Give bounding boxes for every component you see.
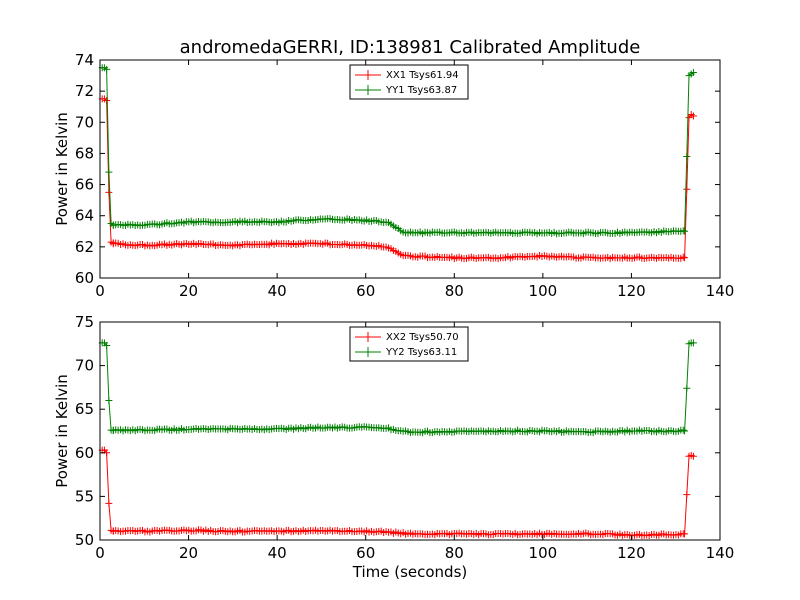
top-ytick-label: 60 xyxy=(75,269,94,287)
bottom-ytick-label: 55 xyxy=(75,487,94,505)
top-ytick-label: 64 xyxy=(75,207,94,225)
top-series-line-0 xyxy=(102,98,694,260)
top-legend-box xyxy=(349,64,469,100)
top-xtick-label: 60 xyxy=(356,282,375,300)
bottom-marker xyxy=(681,427,689,435)
bottom-xlabel: Time (seconds) xyxy=(352,563,468,581)
bottom-marker xyxy=(679,426,687,434)
top-xtick-label: 100 xyxy=(529,282,558,300)
bottom-series-markers-0 xyxy=(98,446,697,540)
top-xtick-label: 0 xyxy=(95,282,105,300)
top-plot-frame xyxy=(99,59,721,279)
top-ytick-label: 70 xyxy=(75,113,94,131)
top-ytick-label: 62 xyxy=(75,238,94,256)
bottom-legend-label-yy2: YY2 Tsys63.11 xyxy=(385,347,457,358)
top-xtick-label: 120 xyxy=(617,282,646,300)
bottom-ytick-label: 50 xyxy=(75,531,94,549)
bottom-marker xyxy=(103,342,111,350)
top-marker xyxy=(679,253,687,261)
top-series-markers-0 xyxy=(98,95,697,263)
top-ytick-label: 66 xyxy=(75,176,94,194)
top-marker xyxy=(105,168,113,176)
top-xtick-label: 20 xyxy=(179,282,198,300)
bottom-series-markers-1 xyxy=(98,339,697,437)
top-title: andromedaGERRI, ID:138981 Calibrated Amp… xyxy=(180,37,641,58)
top-marker xyxy=(689,112,697,120)
bottom-marker xyxy=(683,491,691,499)
top-marker xyxy=(683,153,691,161)
bottom-xtick-label: 20 xyxy=(179,544,198,562)
top-marker xyxy=(681,227,689,235)
top-series-markers-1 xyxy=(98,64,697,238)
bottom-marker xyxy=(689,452,697,460)
top-marker xyxy=(683,185,691,193)
bottom-xtick-label: 140 xyxy=(706,544,735,562)
bottom-ylabel: Power in Kelvin xyxy=(53,374,71,488)
bottom-legend: XX2 Tsys50.70 YY2 Tsys63.11 xyxy=(349,326,469,362)
bottom-legend-box xyxy=(349,326,469,362)
bottom-xtick-label: 60 xyxy=(356,544,375,562)
bottom-xtick-label: 80 xyxy=(445,544,464,562)
top-marker xyxy=(689,68,697,76)
top-xtick-label: 140 xyxy=(706,282,735,300)
bottom-xtick-label: 100 xyxy=(529,544,558,562)
top-xtick-label: 80 xyxy=(445,282,464,300)
bottom-marker xyxy=(105,396,113,404)
bottom-legend-label-xx2: XX2 Tsys50.70 xyxy=(386,332,459,343)
top-marker xyxy=(103,65,111,73)
bottom-ytick-label: 75 xyxy=(75,313,94,331)
top-marker xyxy=(105,188,113,196)
bottom-ytick-label: 70 xyxy=(75,357,94,375)
bottom-marker xyxy=(689,339,697,347)
top-ylabel: Power in Kelvin xyxy=(53,112,71,226)
top-marker xyxy=(103,96,111,104)
top-legend-label-xx1: XX1 Tsys61.94 xyxy=(386,70,459,81)
top-ytick-label: 68 xyxy=(75,144,94,162)
bottom-series-lines xyxy=(98,339,697,540)
bottom-xtick-label: 120 xyxy=(617,544,646,562)
top-subplot: andromedaGERRI, ID:138981 Calibrated Amp… xyxy=(53,37,734,300)
top-series-lines xyxy=(98,64,697,263)
bottom-marker xyxy=(683,384,691,392)
bottom-ticks: 0 20 40 60 80 100 120 140 50 55 60 65 70 75 xyxy=(75,313,734,562)
top-legend-label-yy1: YY1 Tsys63.87 xyxy=(385,85,457,96)
bottom-ytick-label: 60 xyxy=(75,444,94,462)
top-marker xyxy=(681,254,689,262)
bottom-marker xyxy=(105,499,113,507)
top-xtick-label: 40 xyxy=(268,282,287,300)
bottom-xtick-label: 0 xyxy=(95,544,105,562)
top-ytick-label: 74 xyxy=(75,51,94,69)
top-ticks: 0 20 40 60 80 100 120 140 60 62 64 66 68 70 72 74 xyxy=(75,51,734,300)
bottom-ytick-label: 65 xyxy=(75,400,94,418)
bottom-marker xyxy=(681,530,689,538)
bottom-subplot: Power in Kelvin Time (seconds) 0 20 40 60 80… xyxy=(53,313,734,581)
bottom-series-line-0 xyxy=(102,449,694,537)
top-legend: XX1 Tsys61.94 YY1 Tsys63.87 xyxy=(349,64,469,100)
top-ytick-label: 72 xyxy=(75,82,94,100)
bottom-xtick-label: 40 xyxy=(268,544,287,562)
bottom-plot-frame xyxy=(99,321,721,541)
